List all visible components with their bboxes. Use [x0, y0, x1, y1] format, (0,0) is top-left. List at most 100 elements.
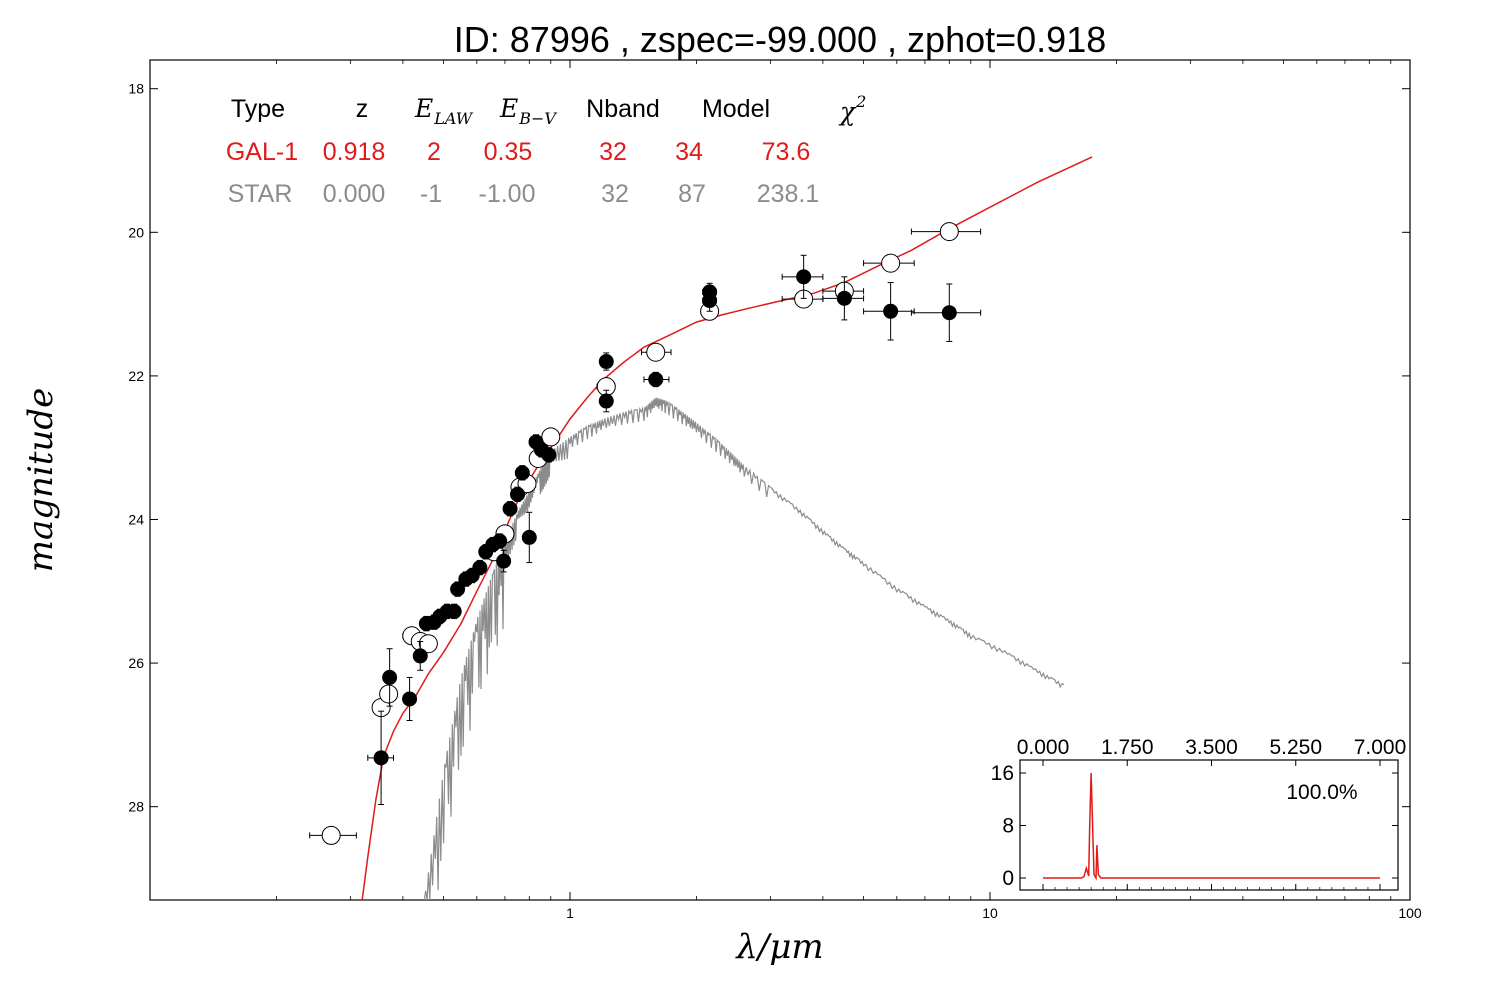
observed-point-open [863, 253, 915, 273]
observed-marker [446, 603, 462, 619]
observed-marker [379, 684, 399, 704]
inset-x-ticks: 0.000 1.750 3.500 5.250 7.000 [1017, 736, 1407, 890]
observed-marker [648, 371, 664, 387]
observed-marker [796, 269, 812, 285]
table-header-chi2-superscript: 2 [855, 92, 866, 111]
table-header-type: Type [231, 95, 285, 123]
observed-point-filled [496, 549, 512, 573]
observed-marker [541, 427, 561, 447]
table-cell: 238.1 [757, 180, 820, 208]
table-header-elaw-symbol: E [414, 94, 433, 123]
table-cell: 0.918 [323, 138, 386, 166]
inset-x-tick-label: 3.500 [1185, 736, 1238, 759]
observed-point-filled [598, 352, 614, 371]
table-header-ebv: EB−V [499, 94, 557, 128]
inset-x-tick-label: 7.000 [1354, 736, 1407, 759]
plot-frame [149, 59, 1411, 901]
x-axis-label: λ/μm [734, 927, 823, 967]
table-header-nband: Nband [586, 95, 660, 123]
observed-marker [646, 342, 666, 362]
table-cell: 73.6 [762, 138, 811, 166]
y-tick-label: 22 [128, 368, 144, 384]
observed-marker [510, 486, 526, 502]
observed-marker [321, 825, 341, 845]
table-header-chi2: χ2 [838, 92, 866, 126]
observed-point-open [641, 342, 672, 362]
table-cell: 0.000 [323, 180, 386, 208]
observed-marker [382, 669, 398, 685]
observed-marker [373, 750, 389, 766]
table-cell: 32 [599, 138, 627, 166]
inset-frame [1019, 759, 1399, 891]
table-header-elaw-subscript: LAW [433, 109, 474, 128]
observed-point-filled [521, 511, 537, 564]
inset-y-tick-label: 16 [991, 762, 1014, 785]
observed-marker [502, 501, 518, 517]
inset-x-tick-label: 1.750 [1101, 736, 1154, 759]
inset-annotation: 100.0% [1286, 781, 1357, 804]
inset-y-tick-label: 8 [1002, 815, 1014, 838]
table-header-z: z [356, 95, 369, 123]
observed-point-filled [598, 389, 614, 413]
observed-point-filled [702, 289, 718, 312]
observed-point-filled [402, 676, 418, 722]
observed-marker [598, 393, 614, 409]
observed-marker [881, 253, 901, 273]
y-tick-label: 28 [128, 799, 144, 815]
observed-point-filled [822, 276, 865, 321]
observed-marker [412, 648, 428, 664]
table-header-elaw: ELAW [414, 94, 474, 128]
observed-marker [514, 465, 530, 481]
chart-title: ID: 87996 , zspec=-99.000 , zphot=0.918 [454, 19, 1106, 60]
inset-x-tick-label: 0.000 [1017, 736, 1070, 759]
galaxy-model-line [361, 156, 1093, 901]
observed-point-filled [382, 648, 398, 707]
table-cell: 87 [678, 180, 706, 208]
y-tick-label: 26 [128, 655, 144, 671]
observed-point-open [309, 825, 357, 845]
inset-pdf-series [1043, 772, 1380, 881]
observed-point-filled [492, 533, 508, 549]
observed-marker [418, 634, 438, 654]
observed-point-open [379, 684, 399, 704]
y-tick-label: 18 [128, 81, 144, 97]
galaxy-model-series [361, 156, 1093, 901]
observed-point-filled [863, 282, 915, 341]
table-cell: GAL-1 [226, 138, 298, 166]
y-tick-label: 24 [128, 511, 144, 527]
observed-point-filled [450, 581, 466, 597]
inset-x-tick-label: 5.250 [1269, 736, 1322, 759]
observed-point-open [781, 289, 824, 309]
table-header-chi2-symbol: χ [838, 97, 857, 126]
table-header-model: Model [702, 95, 770, 123]
observed-point-open [910, 222, 982, 242]
observed-marker [521, 529, 537, 545]
observed-point-filled [514, 465, 530, 481]
table-cell: 0.35 [484, 138, 533, 166]
observed-marker [702, 293, 718, 309]
table-cell: 34 [675, 138, 703, 166]
observed-point-filled [367, 710, 395, 806]
table-cell: 2 [427, 138, 441, 166]
observed-point-filled [541, 447, 557, 463]
observed-point-filled [472, 559, 488, 576]
observed-marker [472, 560, 488, 576]
table-header-ebv-symbol: E [499, 94, 518, 123]
table-cell: STAR [228, 180, 293, 208]
observed-point-filled [412, 641, 428, 671]
table-cell: 32 [601, 180, 629, 208]
observed-point-open [541, 427, 561, 447]
y-tick-label: 20 [128, 224, 144, 240]
observed-marker [836, 290, 852, 306]
x-tick-label: 10 [982, 905, 998, 921]
observed-marker [496, 553, 512, 569]
x-tick-label: 100 [1398, 905, 1422, 921]
observed-point-filled [446, 603, 462, 620]
table-row-star: STAR 0.000 -1 -1.00 32 87 238.1 [228, 180, 820, 208]
inset-pdf-line [1043, 772, 1380, 881]
table-cell: -1.00 [479, 180, 536, 208]
fit-table: Type z ELAW EB−V Nband Model χ2 GAL-1 0.… [226, 92, 866, 208]
